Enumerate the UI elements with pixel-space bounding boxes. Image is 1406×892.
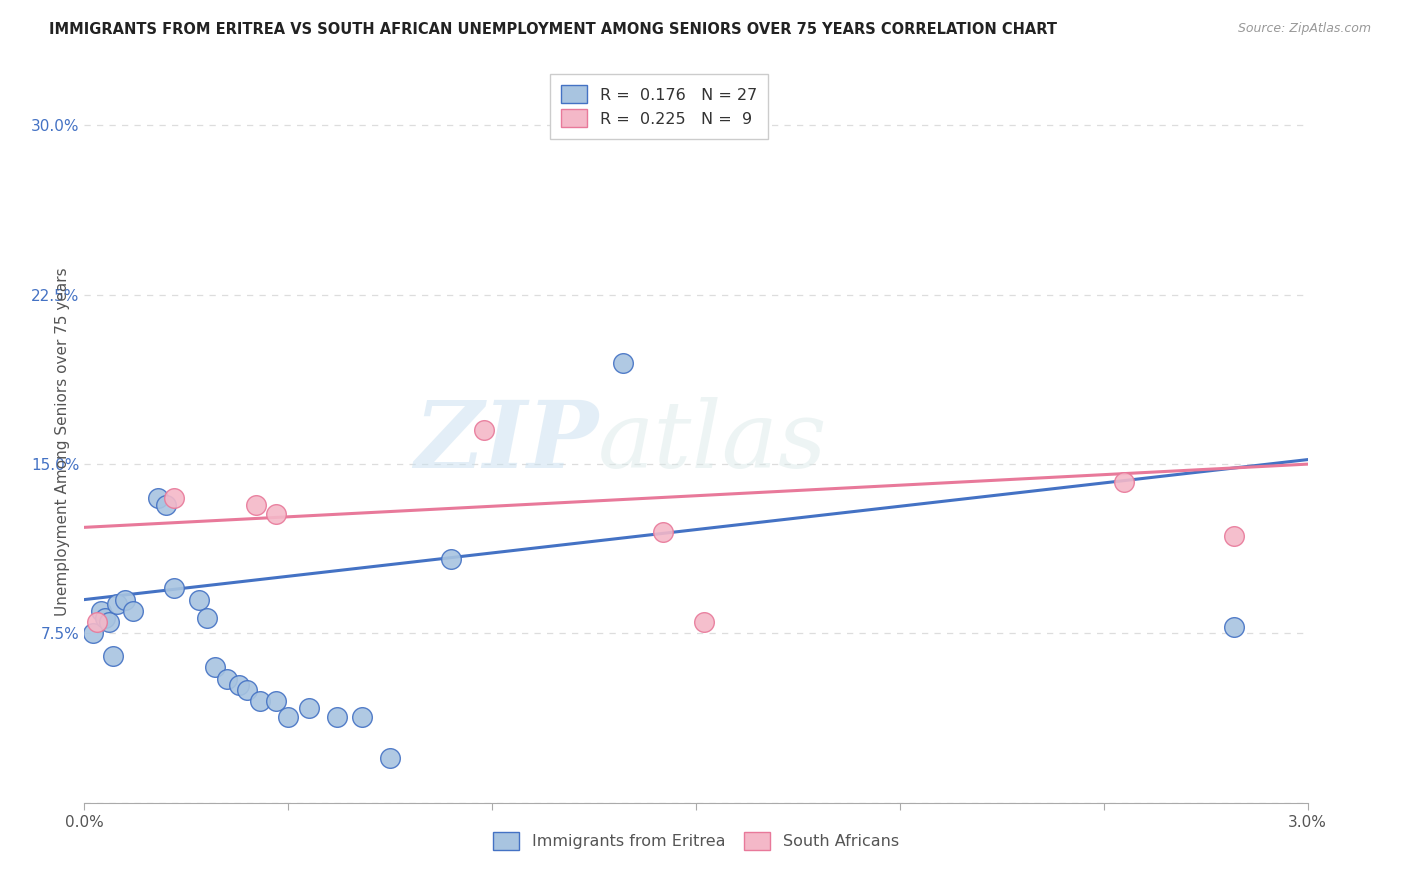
Point <box>472 423 495 437</box>
Text: atlas: atlas <box>598 397 828 486</box>
Point <box>228 678 250 692</box>
Point <box>97 615 120 630</box>
Point <box>236 682 259 697</box>
Point <box>82 626 104 640</box>
Point <box>105 597 128 611</box>
Point <box>249 694 271 708</box>
Point <box>217 672 239 686</box>
Point <box>693 615 716 630</box>
Point <box>101 648 124 663</box>
Point <box>122 604 145 618</box>
Legend: Immigrants from Eritrea, South Africans: Immigrants from Eritrea, South Africans <box>484 822 908 860</box>
Point <box>163 582 186 596</box>
Point <box>326 710 349 724</box>
Point <box>195 610 218 624</box>
Point <box>146 491 169 505</box>
Point <box>90 604 112 618</box>
Point <box>264 694 287 708</box>
Point <box>277 710 299 724</box>
Point <box>204 660 226 674</box>
Point <box>298 701 321 715</box>
Point <box>93 610 115 624</box>
Point <box>114 592 136 607</box>
Point <box>86 615 108 630</box>
Point <box>1223 620 1246 634</box>
Y-axis label: Unemployment Among Seniors over 75 years: Unemployment Among Seniors over 75 years <box>55 268 70 615</box>
Point <box>612 355 634 369</box>
Point <box>440 552 463 566</box>
Point <box>1223 529 1246 543</box>
Point <box>264 507 287 521</box>
Point <box>245 498 267 512</box>
Point <box>163 491 186 505</box>
Point <box>155 498 177 512</box>
Text: Source: ZipAtlas.com: Source: ZipAtlas.com <box>1237 22 1371 36</box>
Text: ZIP: ZIP <box>413 397 598 486</box>
Point <box>380 750 402 764</box>
Point <box>350 710 373 724</box>
Point <box>1114 475 1136 490</box>
Point <box>187 592 209 607</box>
Point <box>652 524 675 539</box>
Text: IMMIGRANTS FROM ERITREA VS SOUTH AFRICAN UNEMPLOYMENT AMONG SENIORS OVER 75 YEAR: IMMIGRANTS FROM ERITREA VS SOUTH AFRICAN… <box>49 22 1057 37</box>
